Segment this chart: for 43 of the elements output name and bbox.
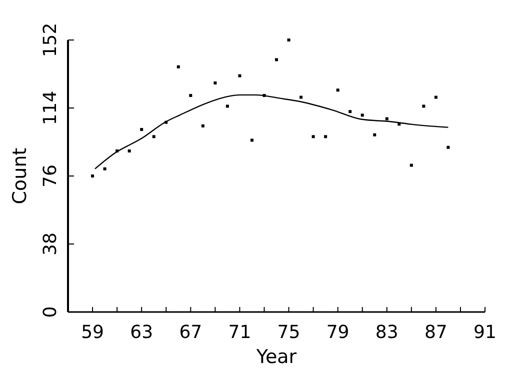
y-tick-label: 76 (40, 164, 61, 188)
y-tick-label: 114 (40, 90, 61, 126)
x-tick-label: 91 (474, 322, 496, 343)
point (189, 94, 192, 97)
point (250, 138, 254, 142)
x-tick-label: 67 (179, 322, 202, 343)
point (214, 81, 217, 84)
point (300, 96, 303, 99)
point (275, 58, 278, 62)
point (287, 38, 290, 42)
point (176, 65, 180, 68)
point (201, 124, 204, 128)
y-tick-label: 38 (40, 232, 61, 256)
x-axis-title: Year (255, 346, 297, 368)
x-tick-label: 87 (424, 322, 448, 343)
y-tick-label: 0 (40, 306, 61, 318)
point (422, 104, 426, 108)
line-series (94, 94, 449, 170)
point (91, 174, 94, 178)
point (238, 74, 242, 78)
point (336, 88, 340, 92)
point (152, 135, 156, 138)
point (226, 104, 229, 108)
y-axis-title: Count (9, 148, 31, 204)
point (324, 135, 328, 138)
point (360, 114, 364, 117)
point (410, 164, 413, 167)
point (446, 146, 450, 149)
point (348, 110, 352, 114)
point (385, 117, 388, 120)
x-tick-label: 75 (277, 322, 300, 343)
point (373, 133, 376, 136)
y-tick-label: 152 (40, 22, 61, 58)
x-tick-label: 83 (375, 322, 398, 343)
point (128, 149, 131, 152)
point (140, 128, 144, 131)
x-tick-label: 71 (228, 322, 252, 343)
x-tick-label: 63 (130, 322, 154, 343)
point (434, 96, 438, 99)
x-tick-label: 59 (81, 322, 104, 343)
x-tick-label: 79 (326, 322, 350, 343)
point (312, 135, 315, 138)
point (103, 167, 106, 170)
